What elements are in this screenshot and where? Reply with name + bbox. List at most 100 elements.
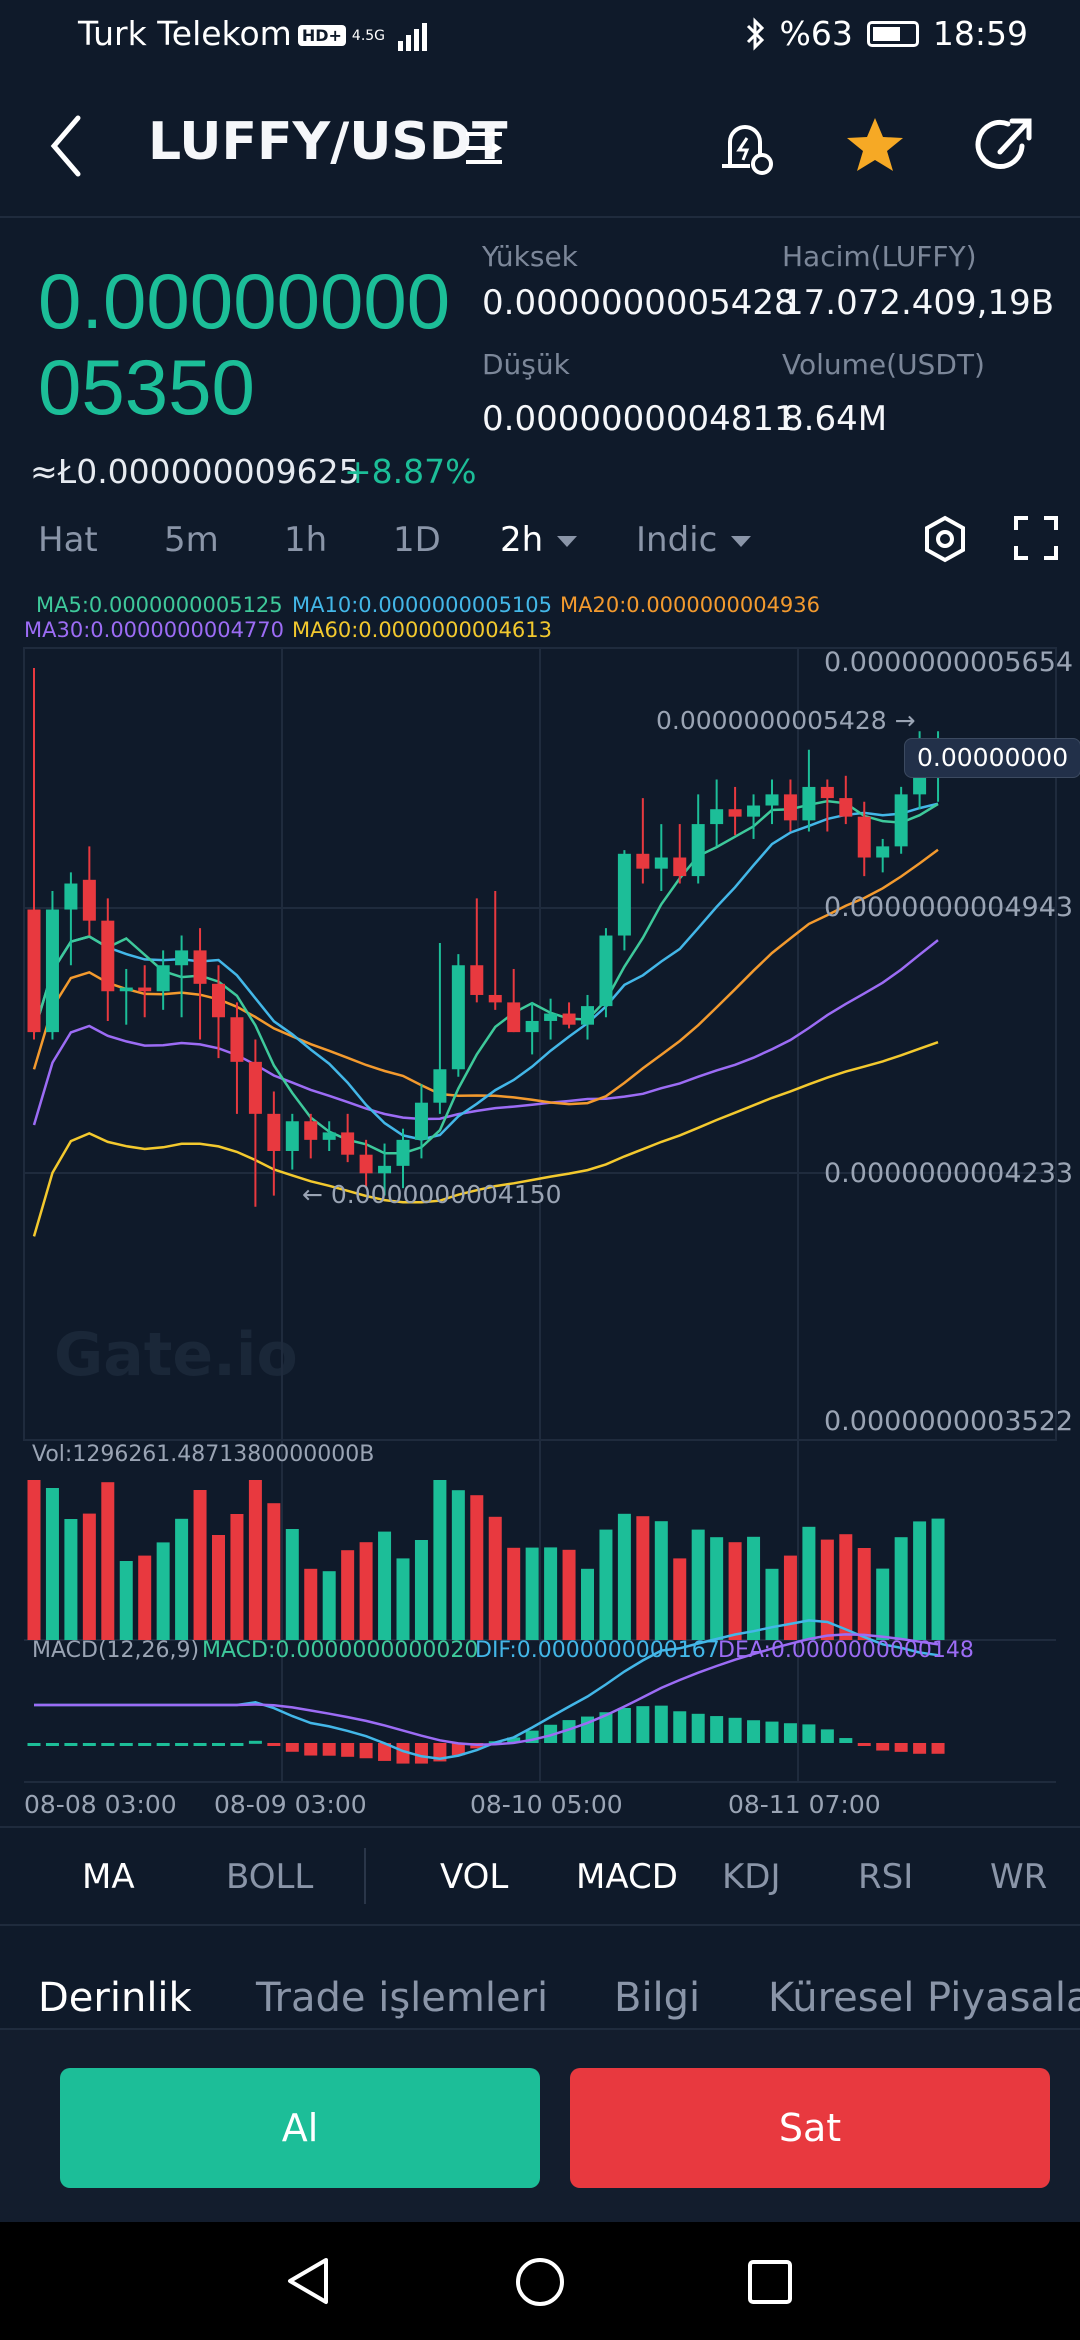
tab-line[interactable]: Hat [38,520,98,560]
bluetooth-icon [746,16,764,51]
share-icon[interactable] [970,110,1040,180]
candle-body [138,987,152,992]
indicator-tab-boll[interactable]: BOLL [226,1857,314,1897]
nav-home-icon[interactable] [514,2256,566,2308]
indicator-tab-vol[interactable]: VOL [440,1857,509,1897]
macd-histogram-bar [747,1720,761,1743]
tab-global-markets[interactable]: Küresel Piyasalar [768,1975,1080,2021]
macd-histogram-bar [175,1743,189,1746]
macd-histogram-bar [156,1743,170,1746]
volume-bar [451,1490,465,1640]
tab-trades[interactable]: Trade işlemleri [256,1975,549,2021]
candle-body [636,853,650,869]
tab-depth[interactable]: Derinlik [38,1975,192,2021]
macd-histogram-bar [857,1743,871,1746]
candle-body [27,909,41,1033]
back-arrow-icon[interactable] [42,108,94,184]
volume-bar [175,1518,189,1640]
price-change: +8.87% [344,452,477,491]
macd-histogram-bar [359,1743,373,1759]
tab-2h[interactable]: 2h [500,520,578,560]
price-alert-icon[interactable] [710,110,780,180]
candle-body [691,824,705,877]
favorite-star-icon[interactable] [840,110,910,180]
macd-histogram-bar [396,1743,410,1764]
indicator-tab-rsi[interactable]: RSI [858,1857,914,1897]
macd-histogram-bar [322,1743,336,1756]
indicator-tab-macd[interactable]: MACD [576,1857,678,1897]
volume-bar [783,1555,797,1640]
candle-body [119,987,133,992]
macd-histogram-bar [654,1705,668,1743]
candle-body [82,879,96,921]
pair-list-icon[interactable] [462,126,506,170]
volume-bar [544,1547,558,1640]
carrier-name: Turk Telekom HD+ 4.5G [78,14,432,53]
indicator-tab-wr[interactable]: WR [990,1857,1048,1897]
candle-body [304,1121,318,1140]
high-value: 0.0000000005428 [482,283,796,323]
candle-body [285,1121,299,1151]
volume-bar [101,1482,115,1640]
macd-histogram-bar [673,1711,687,1743]
candle-body [747,805,761,817]
tab-5m[interactable]: 5m [164,520,219,560]
axis-price-top: 0.0000000005654 [824,647,1074,678]
macd-histogram-bar [617,1707,631,1743]
indicator-tab-kdj[interactable]: KDJ [722,1857,781,1897]
action-divider [0,2028,1080,2030]
tab-1d[interactable]: 1D [393,520,441,560]
axis-price-mid-high: 0.0000000004943 [824,892,1074,923]
time-label: 08-11 07:00 [728,1790,881,1819]
macd-histogram-bar [193,1743,207,1746]
candle-body [341,1132,355,1155]
candle-body [820,786,834,799]
macd-histogram-bar [230,1743,244,1746]
volume-bar [820,1539,834,1640]
volume-bar [839,1534,853,1640]
candle-body [857,816,871,858]
axis-price-mid-low: 0.0000000004233 [824,1158,1074,1189]
tab-indicators[interactable]: Indic [636,520,752,560]
nav-back-icon[interactable] [284,2256,334,2306]
volume-bar [599,1529,613,1640]
tab-info[interactable]: Bilgi [614,1975,701,2021]
info-tabs: Derinlik Trade işlemleri Bilgi Küresel P… [0,1926,1080,2026]
volume-bar [636,1516,650,1640]
fullscreen-icon[interactable] [1012,514,1060,562]
sell-button[interactable]: Sat [570,2068,1050,2188]
macd-histogram-bar [341,1743,355,1757]
macd-histogram-bar [728,1717,742,1743]
indicator-tab-ma[interactable]: MA [82,1857,135,1897]
chart-settings-icon[interactable] [920,514,970,564]
nav-recents-icon[interactable] [746,2258,794,2306]
axis-price-bottom: 0.0000000003522 [824,1406,1074,1437]
volume-bar [285,1529,299,1640]
macd-histogram-bar [285,1743,299,1752]
volume-quote-label: Volume(USDT) [782,348,985,381]
macd-histogram-bar [802,1724,816,1743]
candle-body [839,798,853,817]
macd-histogram-bar [913,1743,927,1754]
volume-bar [470,1495,484,1640]
volume-bar [747,1536,761,1640]
candle-body [581,1006,594,1025]
volume-bar [193,1490,207,1640]
candle-body [175,950,189,966]
chevron-down-icon [557,536,578,547]
candle-body [64,883,78,910]
tab-1h[interactable]: 1h [284,520,328,560]
macd-histogram-bar [138,1743,152,1746]
volume-bar [654,1521,668,1640]
candle-body [433,1069,447,1103]
macd-histogram-bar [839,1738,853,1743]
candle-body [414,1102,428,1140]
macd-histogram-bar [931,1743,945,1754]
hd-badge: HD+ [297,25,346,46]
candlestick-chart[interactable] [0,640,1080,1820]
buy-button[interactable]: Al [60,2068,540,2188]
macd-histogram-bar [82,1743,96,1746]
pair-title[interactable]: LUFFY/USDT [148,112,508,172]
volume-bar [267,1503,281,1640]
macd-histogram-bar [433,1743,447,1762]
